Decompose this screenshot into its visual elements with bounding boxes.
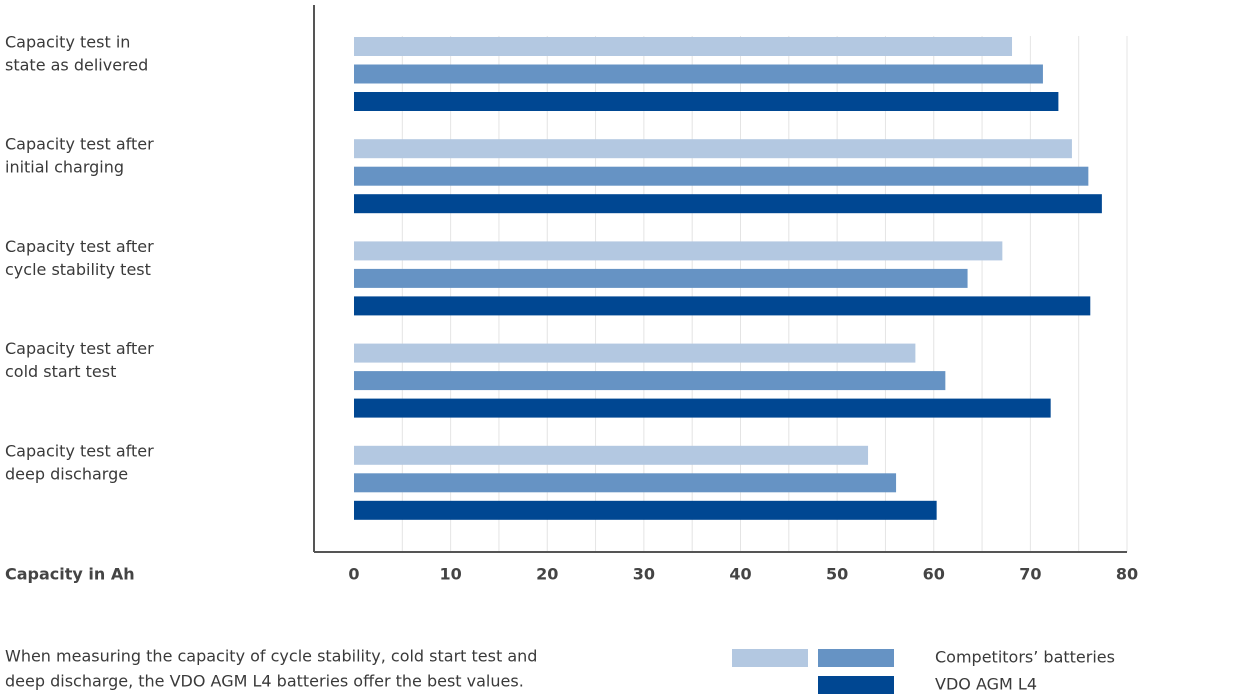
bar (354, 166, 1089, 186)
bar (354, 92, 1059, 111)
bar (354, 37, 1013, 56)
bar (354, 500, 937, 520)
note-line: When measuring the capacity of cycle sta… (5, 647, 537, 666)
bar (354, 445, 869, 465)
bar (354, 473, 897, 493)
legend-label: VDO AGM L4 (935, 675, 1037, 694)
legend-swatch (732, 649, 808, 667)
x-tick-label: 50 (826, 565, 848, 584)
legend-label: Competitors’ batteries (935, 648, 1115, 667)
category-label: Capacity test in (5, 33, 130, 52)
x-tick-label: 70 (1019, 565, 1041, 584)
category-label: Capacity test after (5, 237, 154, 256)
category-label: initial charging (5, 158, 124, 177)
category-label: cycle stability test (5, 260, 151, 279)
legend-swatch (818, 649, 894, 667)
category-label: Capacity test after (5, 339, 154, 358)
x-tick-label: 0 (348, 565, 359, 584)
x-tick-label: 60 (923, 565, 945, 584)
x-tick-label: 30 (633, 565, 655, 584)
bar (354, 371, 946, 391)
legend-swatch (818, 676, 894, 694)
bar (354, 139, 1072, 159)
bar (354, 241, 1003, 261)
bar (354, 398, 1051, 418)
category-label: cold start test (5, 362, 116, 381)
x-tick-label: 20 (536, 565, 558, 584)
note-line: deep discharge, the VDO AGM L4 batteries… (5, 672, 524, 691)
category-label: state as delivered (5, 56, 148, 75)
category-label: Capacity test after (5, 135, 154, 154)
x-tick-label: 80 (1116, 565, 1138, 584)
x-axis-label: Capacity in Ah (5, 565, 135, 584)
bar (354, 296, 1091, 316)
bar (354, 64, 1043, 84)
bar (354, 194, 1102, 214)
x-tick-label: 10 (439, 565, 461, 584)
x-tick-label: 40 (729, 565, 751, 584)
category-label: deep discharge (5, 464, 128, 483)
category-label: Capacity test after (5, 441, 154, 460)
bar (354, 268, 968, 288)
bar (354, 343, 916, 363)
